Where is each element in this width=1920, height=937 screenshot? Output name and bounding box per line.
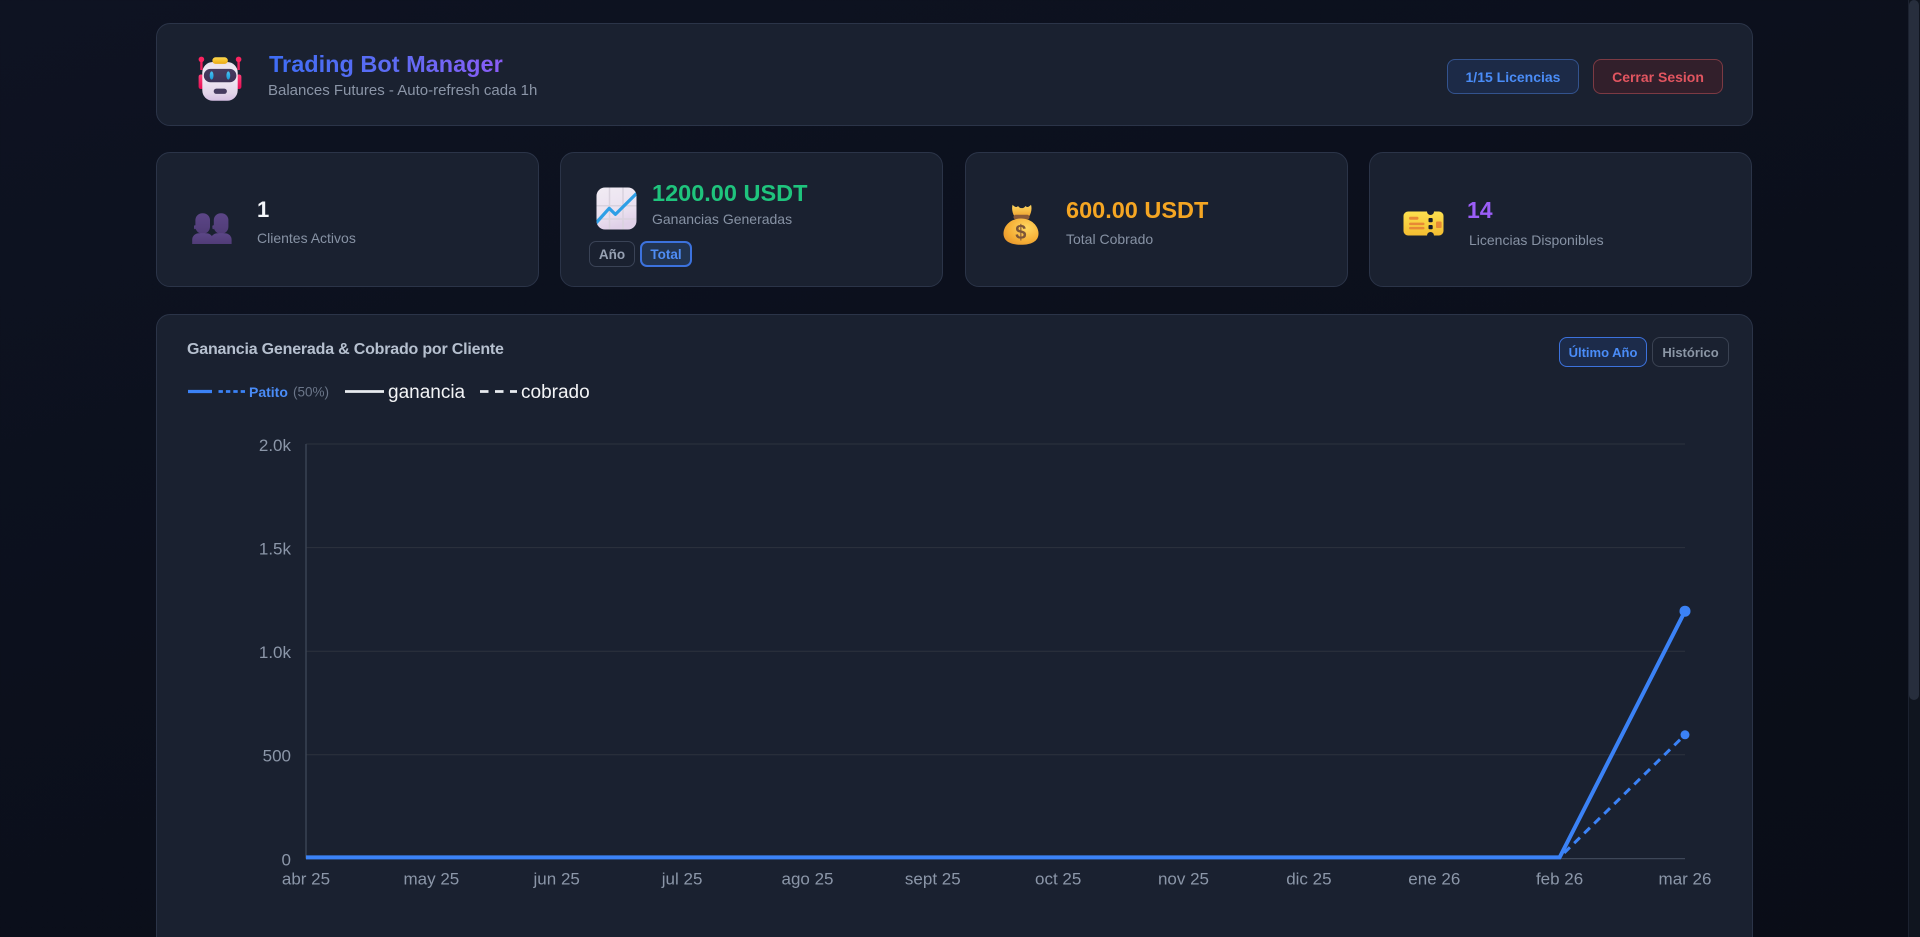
svg-text:1.0k: 1.0k (259, 643, 292, 662)
svg-text:jun 25: jun 25 (533, 870, 580, 889)
svg-text:dic 25: dic 25 (1286, 870, 1331, 889)
svg-text:500: 500 (263, 747, 291, 766)
svg-text:cobrado: cobrado (521, 382, 590, 403)
svg-text:Patito: Patito (249, 384, 288, 400)
svg-text:1.5k: 1.5k (259, 540, 292, 559)
svg-text:0: 0 (282, 850, 291, 869)
svg-text:mar 26: mar 26 (1659, 870, 1712, 889)
svg-text:sept 25: sept 25 (905, 870, 961, 889)
svg-text:ganancia: ganancia (388, 382, 466, 403)
svg-text:jul 25: jul 25 (661, 870, 703, 889)
svg-text:nov 25: nov 25 (1158, 870, 1209, 889)
svg-text:feb 26: feb 26 (1536, 870, 1583, 889)
svg-text:(50%): (50%) (293, 385, 329, 400)
svg-text:oct 25: oct 25 (1035, 870, 1081, 889)
svg-text:may 25: may 25 (404, 870, 460, 889)
svg-text:ago 25: ago 25 (782, 870, 834, 889)
svg-text:$: $ (1015, 222, 1026, 244)
svg-text:2.0k: 2.0k (259, 436, 292, 455)
svg-text:abr 25: abr 25 (282, 870, 330, 889)
svg-text:ene 26: ene 26 (1408, 870, 1460, 889)
